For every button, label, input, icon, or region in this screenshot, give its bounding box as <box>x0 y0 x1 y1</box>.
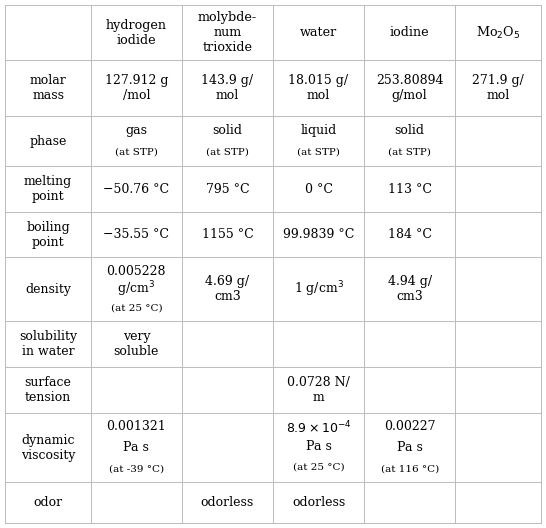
Text: gas: gas <box>126 124 147 137</box>
Text: $8.9\times10^{-4}$: $8.9\times10^{-4}$ <box>286 420 351 436</box>
Text: phase: phase <box>29 135 67 148</box>
Text: (at 25 °C): (at 25 °C) <box>110 303 162 312</box>
Text: surface
tension: surface tension <box>25 376 72 404</box>
Text: solid: solid <box>395 124 425 137</box>
Text: Pa s: Pa s <box>123 441 149 454</box>
Text: 0.001321: 0.001321 <box>106 420 166 433</box>
Text: (at STP): (at STP) <box>115 148 158 157</box>
Text: (at 25 °C): (at 25 °C) <box>293 463 345 472</box>
Text: 253.80894
g/mol: 253.80894 g/mol <box>376 74 443 102</box>
Text: (at -39 °C): (at -39 °C) <box>109 464 164 473</box>
Text: (at STP): (at STP) <box>206 148 249 157</box>
Text: 18.015 g/
mol: 18.015 g/ mol <box>288 74 348 102</box>
Text: −50.76 °C: −50.76 °C <box>103 183 169 195</box>
Text: boiling
point: boiling point <box>26 221 70 249</box>
Text: 4.94 g/
cm3: 4.94 g/ cm3 <box>388 276 432 304</box>
Text: 143.9 g/
mol: 143.9 g/ mol <box>201 74 253 102</box>
Text: iodine: iodine <box>390 26 430 39</box>
Text: molybde-
num
trioxide: molybde- num trioxide <box>198 11 257 54</box>
Text: 113 °C: 113 °C <box>388 183 432 195</box>
Text: melting
point: melting point <box>24 175 72 203</box>
Text: 1 g/cm$^3$: 1 g/cm$^3$ <box>294 280 343 299</box>
Text: 127.912 g
/mol: 127.912 g /mol <box>105 74 168 102</box>
Text: Mo$_2$O$_5$: Mo$_2$O$_5$ <box>476 24 520 41</box>
Text: 4.69 g/
cm3: 4.69 g/ cm3 <box>205 276 250 304</box>
Text: odorless: odorless <box>201 496 254 509</box>
Text: (at STP): (at STP) <box>297 148 340 157</box>
Text: 184 °C: 184 °C <box>388 228 432 241</box>
Text: odorless: odorless <box>292 496 345 509</box>
Text: molar
mass: molar mass <box>29 74 67 102</box>
Text: (at STP): (at STP) <box>388 148 431 157</box>
Text: 271.9 g/
mol: 271.9 g/ mol <box>472 74 524 102</box>
Text: 0.0728 N/
m: 0.0728 N/ m <box>287 376 350 404</box>
Text: 0.005228: 0.005228 <box>106 265 166 278</box>
Text: solid: solid <box>212 124 242 137</box>
Text: −35.55 °C: −35.55 °C <box>103 228 169 241</box>
Text: 795 °C: 795 °C <box>206 183 250 195</box>
Text: Pa s: Pa s <box>397 441 423 454</box>
Text: 1155 °C: 1155 °C <box>201 228 253 241</box>
Text: density: density <box>25 283 71 296</box>
Text: 0 °C: 0 °C <box>305 183 333 195</box>
Text: odor: odor <box>33 496 63 509</box>
Text: very
soluble: very soluble <box>114 330 159 358</box>
Text: liquid: liquid <box>300 124 337 137</box>
Text: 99.9839 °C: 99.9839 °C <box>283 228 354 241</box>
Text: 0.00227: 0.00227 <box>384 420 435 433</box>
Text: Pa s: Pa s <box>306 440 331 452</box>
Text: hydrogen
iodide: hydrogen iodide <box>106 18 167 46</box>
Text: water: water <box>300 26 337 39</box>
Text: g/cm$^3$: g/cm$^3$ <box>117 280 156 299</box>
Text: dynamic
viscosity: dynamic viscosity <box>21 433 75 461</box>
Text: (at 116 °C): (at 116 °C) <box>381 464 439 473</box>
Text: solubility
in water: solubility in water <box>19 330 77 358</box>
